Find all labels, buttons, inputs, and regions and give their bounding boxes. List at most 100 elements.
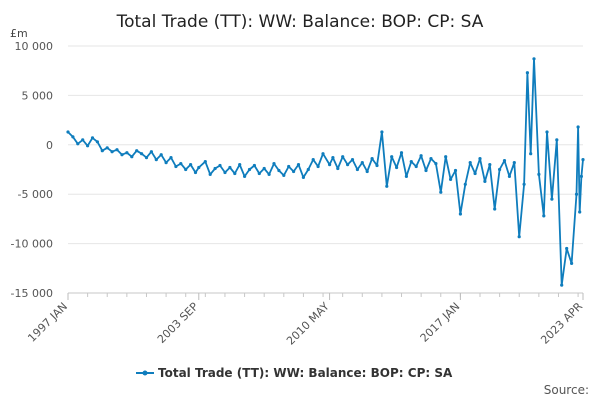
data-point[interactable] (257, 171, 261, 176)
data-point[interactable] (189, 163, 193, 167)
data-point[interactable] (395, 165, 399, 170)
data-point[interactable] (525, 71, 530, 75)
data-point[interactable] (424, 168, 428, 173)
data-point[interactable] (429, 157, 433, 161)
data-point[interactable] (473, 171, 477, 176)
data-point[interactable] (355, 167, 359, 172)
data-point[interactable] (502, 159, 507, 163)
data-point[interactable] (130, 155, 134, 159)
data-point[interactable] (197, 165, 201, 170)
data-point[interactable] (120, 153, 124, 157)
data-point[interactable] (90, 136, 95, 140)
data-point[interactable] (208, 172, 212, 176)
data-point[interactable] (581, 158, 585, 162)
data-point[interactable] (439, 190, 443, 194)
data-point[interactable] (493, 207, 497, 211)
data-point[interactable] (287, 164, 291, 169)
data-point[interactable] (488, 163, 492, 167)
data-point[interactable] (184, 167, 188, 172)
data-point[interactable] (71, 135, 75, 139)
data-point[interactable] (86, 144, 90, 148)
data-point[interactable] (468, 161, 472, 165)
data-point[interactable] (537, 172, 541, 176)
data-point[interactable] (574, 192, 579, 196)
data-point[interactable] (458, 212, 462, 216)
data-point[interactable] (213, 166, 217, 171)
data-point[interactable] (301, 175, 305, 179)
data-point[interactable] (346, 163, 350, 167)
data-point[interactable] (174, 164, 178, 169)
data-point[interactable] (267, 172, 271, 176)
data-point[interactable] (542, 214, 546, 218)
data-point[interactable] (316, 164, 320, 169)
data-point[interactable] (292, 169, 296, 174)
data-point[interactable] (507, 174, 511, 178)
data-point[interactable] (434, 162, 438, 166)
data-point[interactable] (218, 163, 222, 168)
data-point[interactable] (360, 161, 364, 165)
data-point[interactable] (311, 158, 315, 162)
data-point[interactable] (95, 140, 99, 144)
data-point[interactable] (243, 174, 247, 178)
data-point[interactable] (560, 283, 564, 287)
data-point[interactable] (453, 168, 458, 173)
data-point[interactable] (375, 163, 379, 168)
data-point[interactable] (100, 149, 104, 153)
data-point[interactable] (550, 197, 554, 201)
data-point[interactable] (306, 167, 310, 172)
data-point[interactable] (517, 235, 521, 239)
data-point[interactable] (576, 125, 580, 129)
data-point[interactable] (203, 160, 207, 164)
data-point[interactable] (341, 155, 345, 159)
data-point[interactable] (545, 130, 549, 134)
data-point[interactable] (522, 182, 526, 186)
data-point[interactable] (66, 130, 70, 134)
data-point[interactable] (399, 151, 404, 155)
data-point[interactable] (179, 162, 183, 166)
data-point[interactable] (159, 153, 163, 157)
data-point[interactable] (144, 156, 149, 160)
data-point[interactable] (336, 166, 340, 171)
data-point[interactable] (272, 162, 276, 166)
data-point[interactable] (380, 130, 384, 134)
data-point[interactable] (105, 146, 109, 150)
data-point[interactable] (125, 151, 129, 155)
data-point[interactable] (331, 156, 335, 160)
data-point[interactable] (154, 158, 158, 162)
data-point[interactable] (512, 161, 516, 165)
data-point[interactable] (169, 156, 173, 160)
data-point[interactable] (223, 170, 227, 175)
data-point[interactable] (135, 149, 139, 153)
data-point[interactable] (404, 174, 408, 178)
data-point[interactable] (247, 167, 252, 172)
data-point[interactable] (444, 155, 448, 159)
data-point[interactable] (140, 152, 144, 156)
data-point[interactable] (414, 164, 418, 169)
data-point[interactable] (529, 152, 533, 156)
data-point[interactable] (262, 166, 266, 171)
data-point[interactable] (164, 161, 168, 165)
data-point[interactable] (578, 210, 582, 214)
data-point[interactable] (76, 142, 80, 146)
data-point[interactable] (321, 152, 325, 156)
data-point[interactable] (365, 169, 369, 174)
data-point[interactable] (81, 138, 85, 142)
data-point[interactable] (555, 138, 559, 142)
data-point[interactable] (350, 158, 355, 162)
data-point[interactable] (282, 173, 286, 177)
data-point[interactable] (110, 150, 114, 154)
data-point[interactable] (483, 179, 487, 183)
legend[interactable]: Total Trade (TT): WW: Balance: BOP: CP: … (136, 366, 453, 380)
data-point[interactable] (228, 165, 232, 170)
data-point[interactable] (252, 163, 256, 168)
data-point[interactable] (532, 57, 536, 61)
data-point[interactable] (409, 160, 413, 164)
data-point[interactable] (579, 174, 584, 178)
data-point[interactable] (193, 170, 198, 175)
data-point[interactable] (570, 261, 574, 265)
data-point[interactable] (115, 148, 119, 152)
data-point[interactable] (463, 182, 467, 186)
data-point[interactable] (370, 157, 374, 161)
data-point[interactable] (149, 150, 153, 154)
data-point[interactable] (296, 163, 301, 167)
